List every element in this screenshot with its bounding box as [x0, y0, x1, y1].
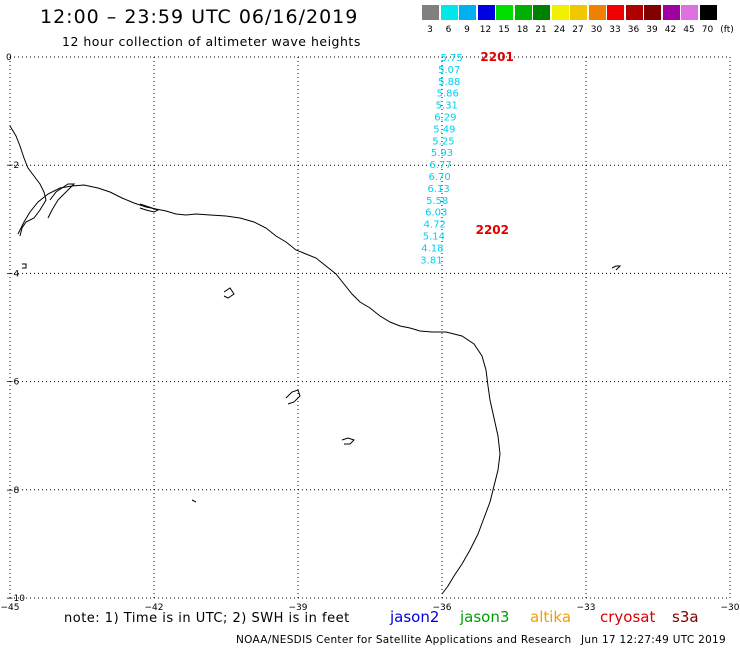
graticule-grid: [9, 56, 731, 599]
legend-swatch: [440, 5, 458, 20]
wave-height-value: 5.14: [423, 232, 445, 243]
wave-height-value: 5.58: [426, 196, 448, 207]
legend-label: 18: [516, 25, 529, 35]
wave-height-value: 5.88: [438, 77, 460, 88]
lon-tick-label: −30: [721, 603, 740, 613]
legend-swatch: [533, 5, 550, 20]
wave-height-value: 5.07: [438, 65, 460, 76]
wave-height-track: 5.755.075.885.865.316.295.495.255.936.77…: [420, 53, 462, 266]
legend-swatch: [644, 5, 661, 20]
legend-label: 39: [646, 25, 658, 35]
legend-swatch: [459, 5, 476, 20]
credit-line: NOAA/NESDIS Center for Satellite Applica…: [236, 634, 572, 646]
wave-height-value: 6.77: [429, 160, 451, 171]
lon-tick-label: −45: [1, 603, 20, 613]
legend-label: 33: [609, 25, 621, 35]
generated-timestamp: Jun 17 12:27:49 UTC 2019: [581, 634, 727, 646]
satellite-jason2: jason2: [390, 608, 440, 626]
legend-swatch: [607, 5, 624, 20]
wave-height-value: 5.75: [440, 53, 462, 64]
wave-height-value: 5.31: [436, 101, 458, 112]
legend-label: 36: [627, 25, 640, 35]
legend-swatch: [588, 5, 606, 20]
pass-id: 2202: [476, 223, 509, 237]
legend-swatch: [681, 5, 698, 20]
wave-height-value: 6.13: [428, 184, 450, 195]
legend-label: 30: [590, 25, 603, 35]
legend-label: 42: [664, 25, 677, 35]
page-title: 12:00 – 23:59 UTC 06/16/2019: [40, 6, 359, 28]
coastline: [9, 125, 622, 595]
legend-swatch: [477, 5, 495, 20]
wave-height-value: 4.18: [421, 243, 443, 254]
wave-height-value: 3.81: [420, 255, 442, 266]
color-scale-legend: 3 6 9 12 15 18 21 24 27 30 33 36 39 42 45 70 (ft): [422, 5, 740, 37]
legend-label: 15: [498, 25, 510, 35]
legend-label: 70: [701, 25, 714, 35]
wave-height-value: 6.70: [428, 172, 450, 183]
legend-swatch: [422, 5, 439, 20]
legend-label: 9: [464, 25, 470, 35]
legend-label: 21: [535, 25, 547, 35]
lat-tick-label: −2: [6, 161, 19, 171]
axis-labels: 0 −2 −4 −6 −8 −10−45 −42 −39 −36 −33 −30: [1, 53, 740, 613]
legend-label: 12: [479, 25, 492, 35]
pass-id: 2201: [480, 50, 513, 64]
lat-tick-label: 0: [6, 53, 12, 63]
wave-height-value: 6.29: [434, 113, 456, 124]
legend-swatch: [662, 5, 680, 20]
wave-height-value: 6.03: [425, 208, 447, 219]
pass-id-labels: 2201 2202: [476, 50, 514, 237]
legend-label: 24: [553, 25, 566, 35]
lon-tick-label: −36: [433, 603, 452, 613]
lat-tick-label: −6: [6, 378, 20, 388]
wave-height-value: 5.25: [432, 136, 454, 147]
lat-tick-label: −4: [6, 269, 20, 279]
legend-label: 6: [445, 25, 452, 35]
legend-label: 45: [683, 25, 695, 35]
lat-tick-label: −8: [6, 486, 20, 496]
legend-swatch: [514, 5, 532, 20]
wave-height-value: 4.72: [424, 220, 446, 231]
legend-swatch: [496, 5, 513, 20]
legend-swatch: [625, 5, 643, 20]
lat-tick-label: −10: [6, 594, 25, 604]
wave-height-value: 5.86: [437, 89, 459, 100]
satellite-cryosat: cryosat: [600, 608, 656, 626]
wave-height-value: 5.93: [431, 148, 453, 159]
satellite-s3a: s3a: [672, 608, 699, 626]
satellite-jason3: jason3: [460, 608, 510, 626]
legend-swatch: [699, 5, 717, 20]
legend-swatch: [551, 5, 569, 20]
legend-unit: (ft): [720, 25, 734, 35]
lon-tick-label: −42: [145, 603, 164, 613]
satellite-altika: altika: [530, 608, 572, 626]
footer-note: note: 1) Time is in UTC; 2) SWH is in fe…: [64, 611, 350, 626]
page-subtitle: 12 hour collection of altimeter wave hei…: [62, 34, 361, 49]
legend-label: 27: [572, 25, 584, 35]
lon-tick-label: −39: [289, 603, 308, 613]
lon-tick-label: −33: [577, 603, 596, 613]
wave-height-value: 5.49: [433, 124, 455, 135]
legend-swatch: [570, 5, 587, 20]
legend-label: 3: [427, 25, 433, 35]
